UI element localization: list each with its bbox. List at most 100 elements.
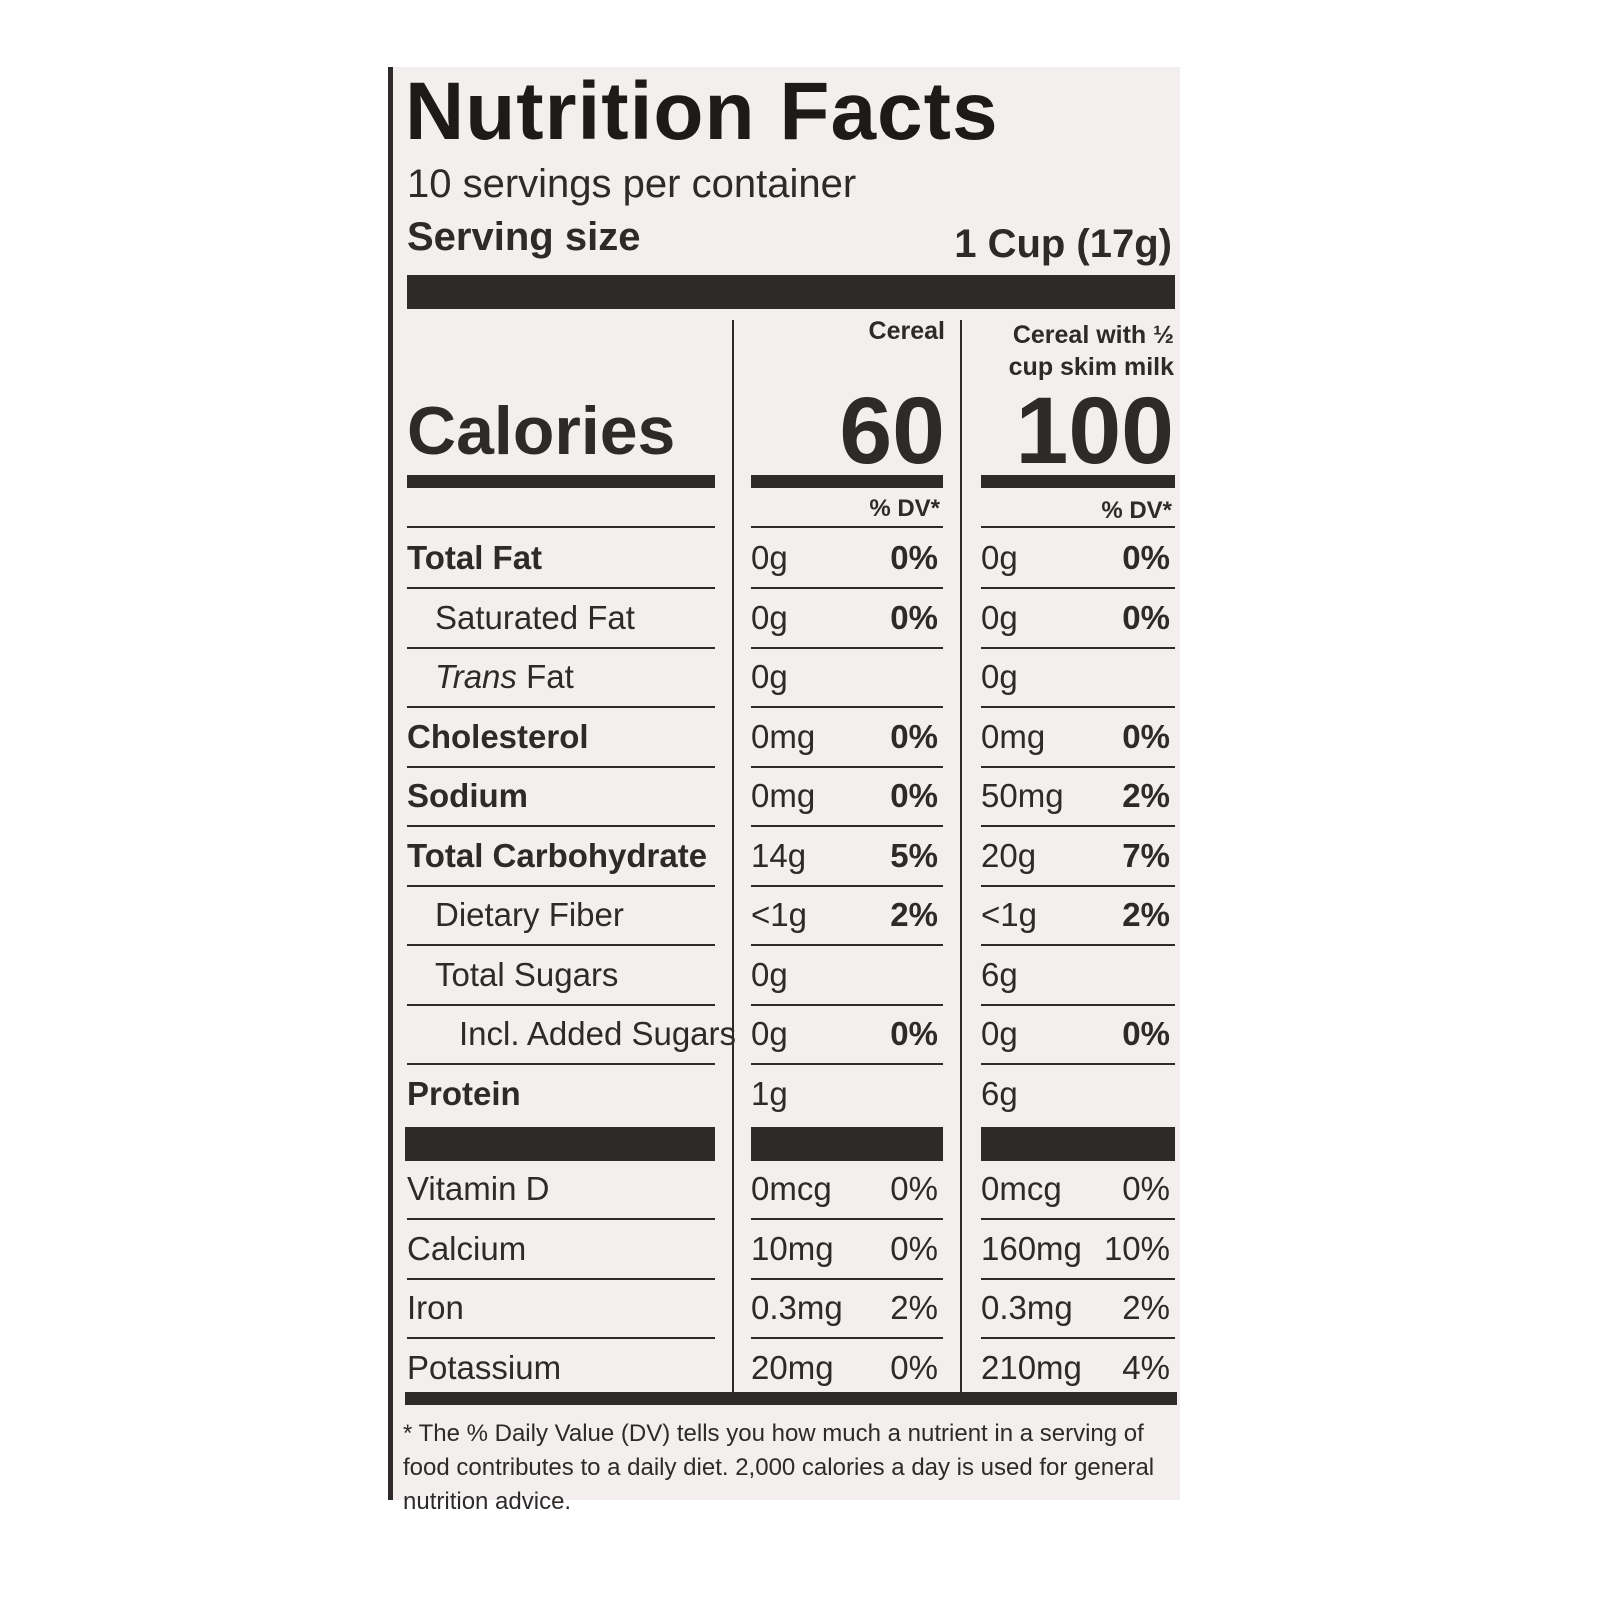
amount: 160mg — [981, 1229, 1082, 1267]
daily-value: 0% — [1122, 1015, 1170, 1052]
amount: 0mg — [751, 717, 816, 755]
amount: 6g — [981, 955, 1018, 993]
rule — [981, 1218, 1175, 1220]
column-rule — [960, 320, 962, 1392]
daily-value: 2% — [1122, 896, 1170, 933]
rule — [981, 944, 1175, 946]
rule — [751, 944, 943, 946]
amount: 0.3mg — [751, 1289, 843, 1326]
rule — [981, 1277, 1175, 1280]
amount: 0g — [981, 1015, 1018, 1052]
nutrient-name: Total Carbohydrate — [407, 836, 708, 874]
daily-value: 0% — [890, 777, 938, 814]
serving-size-label: Serving size — [407, 215, 641, 259]
column-header: Cereal with ½ cup skim milk — [1008, 321, 1174, 381]
calories-value: 60 — [839, 378, 945, 484]
daily-value: 0% — [890, 598, 938, 636]
nutrient-name: Potassium — [407, 1348, 562, 1386]
rule — [981, 1337, 1175, 1339]
daily-value: 0% — [890, 1348, 938, 1386]
rule — [981, 1063, 1175, 1065]
nutrient-name: Trans Fat — [435, 657, 574, 697]
rule — [407, 1218, 715, 1220]
daily-value: 2% — [1122, 1289, 1170, 1326]
thick-rule — [751, 1127, 943, 1161]
rule — [407, 825, 715, 827]
rule — [751, 646, 943, 649]
thick-rule — [405, 1127, 715, 1161]
rule — [751, 1277, 943, 1280]
amount: 0g — [751, 955, 788, 993]
rule — [751, 1003, 943, 1006]
dv-header: % DV* — [1101, 497, 1172, 524]
daily-value: 7% — [1122, 836, 1170, 874]
title: Nutrition Facts — [405, 66, 999, 157]
amount: 0mcg — [981, 1170, 1062, 1207]
rule — [751, 1218, 943, 1220]
nutrient-name-text: Fat — [526, 658, 574, 695]
thick-rule — [407, 275, 1175, 309]
rule — [407, 765, 715, 768]
nutrient-name: Sodium — [407, 777, 528, 814]
nutrient-name: Protein — [407, 1074, 521, 1112]
rule — [981, 475, 1175, 488]
daily-value: 2% — [890, 896, 938, 933]
amount: 6g — [981, 1074, 1018, 1112]
nutrient-name: Saturated Fat — [435, 598, 635, 636]
rule — [407, 706, 715, 708]
daily-value: 4% — [1122, 1348, 1170, 1386]
amount: 0g — [981, 598, 1018, 636]
nutrient-name-italic: Trans — [435, 658, 517, 695]
rule — [407, 1003, 715, 1006]
rule — [751, 884, 943, 887]
rule — [981, 646, 1175, 649]
rule — [751, 706, 943, 708]
rule — [407, 526, 715, 528]
daily-value: 0% — [1122, 598, 1170, 636]
rule — [751, 526, 943, 528]
amount: <1g — [981, 896, 1037, 933]
daily-value: 2% — [890, 1289, 938, 1326]
rule — [407, 646, 715, 649]
thick-rule — [981, 1127, 1175, 1161]
amount: 0mg — [751, 777, 816, 814]
amount: 0mcg — [751, 1170, 832, 1207]
rule — [407, 1063, 715, 1065]
nutrient-name: Vitamin D — [407, 1170, 550, 1207]
amount: 0g — [981, 658, 1018, 695]
rule — [981, 706, 1175, 708]
amount: 14g — [751, 836, 807, 874]
daily-value: 0% — [1122, 1170, 1170, 1207]
nutrient-name: Incl. Added Sugars — [459, 1015, 737, 1052]
amount: 0g — [751, 658, 788, 695]
serving-size-value: 1 Cup (17g) — [954, 222, 1172, 266]
amount: 210mg — [981, 1348, 1082, 1386]
dv-header: % DV* — [869, 495, 940, 522]
amount: 10mg — [751, 1229, 834, 1267]
footnote: * The % Daily Value (DV) tells you how m… — [403, 1420, 1155, 1515]
rule — [407, 475, 715, 488]
amount: 0g — [751, 539, 788, 576]
nutrient-name: Cholesterol — [407, 717, 589, 755]
rule — [981, 884, 1175, 887]
rule — [981, 1003, 1175, 1006]
servings: 10 servings per container — [407, 162, 857, 206]
daily-value: 0% — [890, 539, 938, 576]
thick-rule — [405, 1392, 1177, 1405]
nutrient-name: Iron — [407, 1289, 464, 1326]
rule — [407, 1337, 715, 1339]
rule — [981, 825, 1175, 827]
rule — [751, 587, 943, 589]
amount: <1g — [751, 896, 807, 933]
amount: 0g — [981, 539, 1018, 576]
daily-value: 0% — [1122, 539, 1170, 576]
nutrient-name: Dietary Fiber — [435, 896, 624, 933]
rule — [981, 765, 1175, 768]
rule — [407, 587, 715, 589]
rule — [981, 587, 1175, 589]
daily-value: 0% — [890, 1170, 938, 1207]
nutrient-name: Total Sugars — [435, 955, 619, 993]
amount: 0mg — [981, 717, 1046, 755]
rule — [751, 765, 943, 768]
amount: 0g — [751, 1015, 788, 1052]
